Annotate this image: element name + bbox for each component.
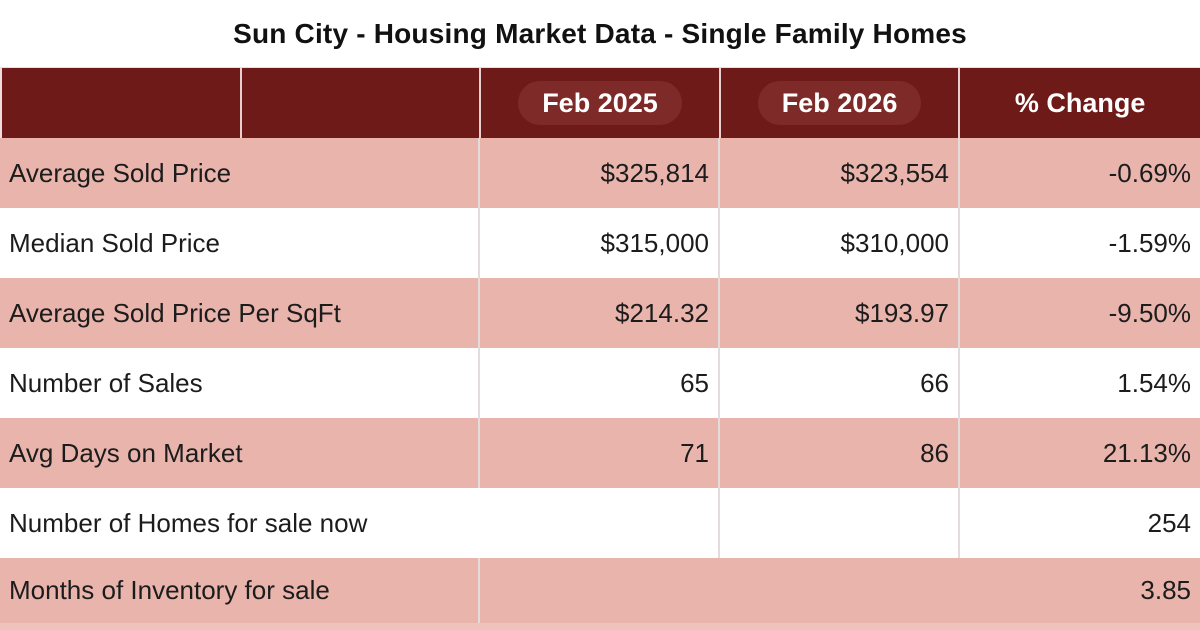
header-cell-blank-1 xyxy=(2,68,242,138)
cell-feb2025: $214.32 xyxy=(480,278,720,348)
table-row-months-of-inventory: Months of Inventory for sale 3.85 xyxy=(0,558,1200,623)
cell-feb2026: $323,554 xyxy=(720,138,960,208)
cell-change: 1.54% xyxy=(1117,367,1191,398)
cell-feb2025: $315,000 xyxy=(480,208,720,278)
header-cell-percent-change: % Change xyxy=(960,68,1200,138)
cell-feb2026: 86 xyxy=(720,418,960,488)
bottom-strip xyxy=(0,623,1200,630)
header-pill-feb-2026: Feb 2026 xyxy=(757,80,922,126)
row-label: Avg Days on Market xyxy=(0,418,480,488)
cell-feb2026 xyxy=(720,488,960,558)
title-band: Sun City - Housing Market Data - Single … xyxy=(0,0,1200,67)
row-label: Average Sold Price Per SqFt xyxy=(0,278,480,348)
header-cell-feb-2026: Feb 2026 xyxy=(721,68,961,138)
header-cell-blank-2 xyxy=(242,68,482,138)
header-pill-feb-2025: Feb 2025 xyxy=(518,80,682,126)
header-label-percent-change: % Change xyxy=(1014,87,1146,118)
table-row-number-of-sales: Number of Sales 65 66 1.54% xyxy=(0,348,1200,418)
cell-feb2025: 65 xyxy=(480,348,720,418)
row-label: Median Sold Price xyxy=(0,208,480,278)
row-label: Months of Inventory for sale xyxy=(0,558,480,623)
table-row-avg-price-per-sqft: Average Sold Price Per SqFt $214.32 $193… xyxy=(0,278,1200,348)
table-row-avg-days-on-market: Avg Days on Market 71 86 21.13% xyxy=(0,418,1200,488)
cell-feb2026: $310,000 xyxy=(720,208,960,278)
cell-change: -1.59% xyxy=(1108,227,1191,258)
cell-value: 3.85 xyxy=(1140,575,1191,605)
table-row-homes-for-sale-now: Number of Homes for sale now 254 xyxy=(0,488,1200,558)
cell-change: -9.50% xyxy=(1108,297,1191,328)
cell-change: 254 xyxy=(1147,507,1191,538)
cell-change: -0.69% xyxy=(1108,157,1191,188)
row-label: Number of Homes for sale now xyxy=(0,488,720,558)
row-label: Number of Sales xyxy=(0,348,480,418)
cell-feb2025: $325,814 xyxy=(480,138,720,208)
table-row-average-sold-price: Average Sold Price $325,814 $323,554 -0.… xyxy=(0,138,1200,208)
table-row-median-sold-price: Median Sold Price $315,000 $310,000 -1.5… xyxy=(0,208,1200,278)
cell-change: 21.13% xyxy=(1102,437,1191,468)
cell-feb2026: $193.97 xyxy=(720,278,960,348)
cell-feb2025: 71 xyxy=(480,418,720,488)
page-title: Sun City - Housing Market Data - Single … xyxy=(233,17,967,49)
cell-feb2026: 66 xyxy=(720,348,960,418)
row-label: Average Sold Price xyxy=(0,138,480,208)
header-cell-feb-2025: Feb 2025 xyxy=(481,68,721,138)
table-header-row: Feb 2025 Feb 2026 % Change xyxy=(0,67,1200,138)
